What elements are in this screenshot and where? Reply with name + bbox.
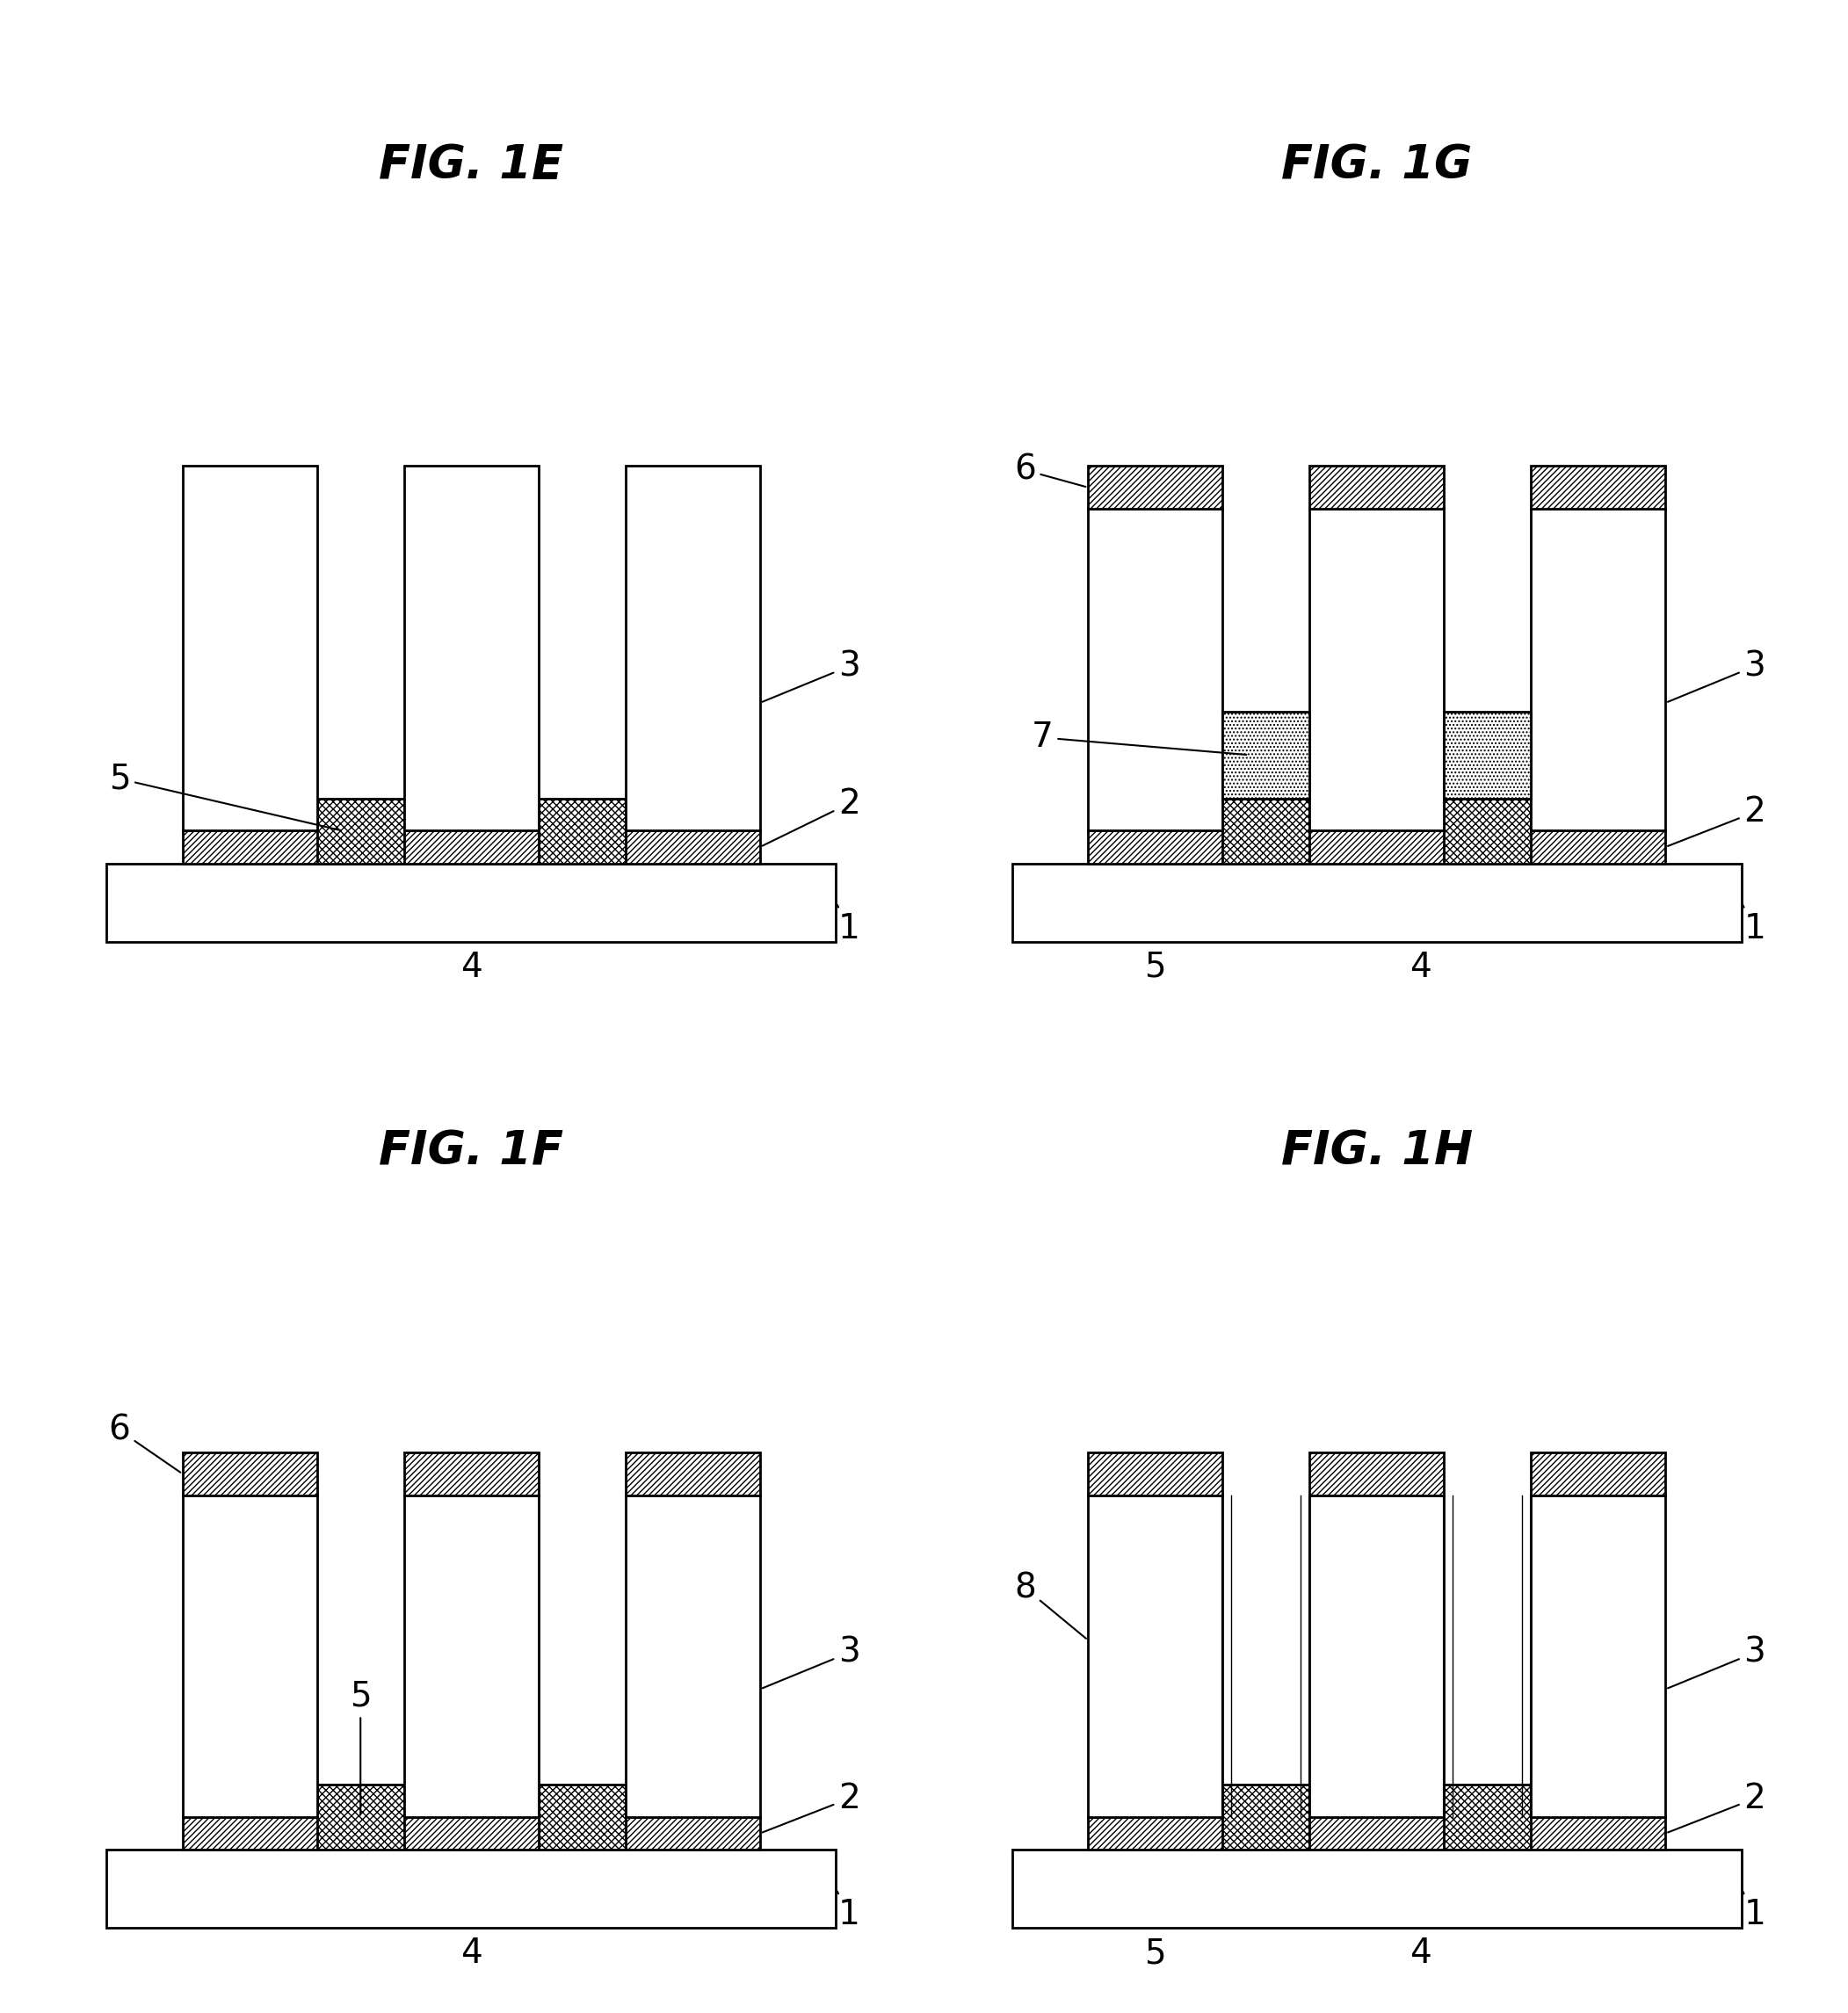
Text: FIG. 1E: FIG. 1E [379,143,564,189]
Text: 1: 1 [1743,1890,1765,1932]
Text: FIG. 1G: FIG. 1G [1281,143,1473,189]
Bar [625,1451,760,1496]
Bar [538,1786,625,1850]
Text: 1: 1 [1743,904,1765,946]
Text: 1: 1 [837,1890,859,1932]
Text: 2: 2 [763,1782,859,1832]
Bar [1530,1451,1665,1496]
Bar [1088,831,1665,864]
Text: FIG. 1H: FIG. 1H [1281,1129,1473,1176]
Text: 3: 3 [761,650,859,703]
Bar [625,465,760,831]
Bar [318,1786,405,1850]
Bar [183,1818,760,1850]
Bar [1530,1496,1665,1818]
Bar [1310,1451,1443,1496]
Bar [1530,509,1665,831]
Bar [1013,864,1741,942]
Bar [405,1496,538,1818]
Bar [1223,711,1310,799]
Bar [318,799,405,864]
Bar [405,465,538,831]
Text: 2: 2 [1669,1782,1765,1832]
Bar [538,799,625,864]
Bar [1530,465,1665,509]
Bar [183,1451,318,1496]
Text: 1: 1 [837,904,859,946]
Bar [107,864,835,942]
Text: 4: 4 [1410,950,1430,984]
Bar [1013,1850,1741,1928]
Bar [1310,509,1443,831]
Bar [1088,465,1223,509]
Bar [1223,1786,1310,1850]
Bar [1443,711,1530,799]
Text: 6: 6 [109,1413,181,1472]
Text: FIG. 1F: FIG. 1F [379,1129,564,1176]
Bar [405,1451,538,1496]
Text: 3: 3 [761,1637,859,1689]
Text: 8: 8 [1015,1572,1087,1639]
Text: 7: 7 [1031,721,1246,755]
Bar [1443,799,1530,864]
Text: 2: 2 [1669,795,1765,845]
Text: 4: 4 [460,950,482,984]
Bar [107,1850,835,1928]
Bar [1088,1818,1665,1850]
Bar [1310,465,1443,509]
Text: 5: 5 [109,763,340,829]
Bar [183,1496,318,1818]
Bar [183,465,318,831]
Bar [625,1496,760,1818]
Bar [1310,1496,1443,1818]
Text: 3: 3 [1667,650,1765,703]
Bar [1223,799,1310,864]
Text: 5: 5 [1144,1937,1166,1971]
Text: 5: 5 [349,1679,371,1816]
Bar [183,831,760,864]
Bar [1088,1496,1223,1818]
Text: 2: 2 [761,787,859,845]
Text: 4: 4 [460,1937,482,1971]
Text: 5: 5 [1144,950,1166,984]
Bar [1443,1786,1530,1850]
Bar [1088,1451,1223,1496]
Text: 3: 3 [1667,1637,1765,1689]
Bar [1088,509,1223,831]
Text: 4: 4 [1410,1937,1430,1971]
Text: 6: 6 [1015,453,1085,487]
